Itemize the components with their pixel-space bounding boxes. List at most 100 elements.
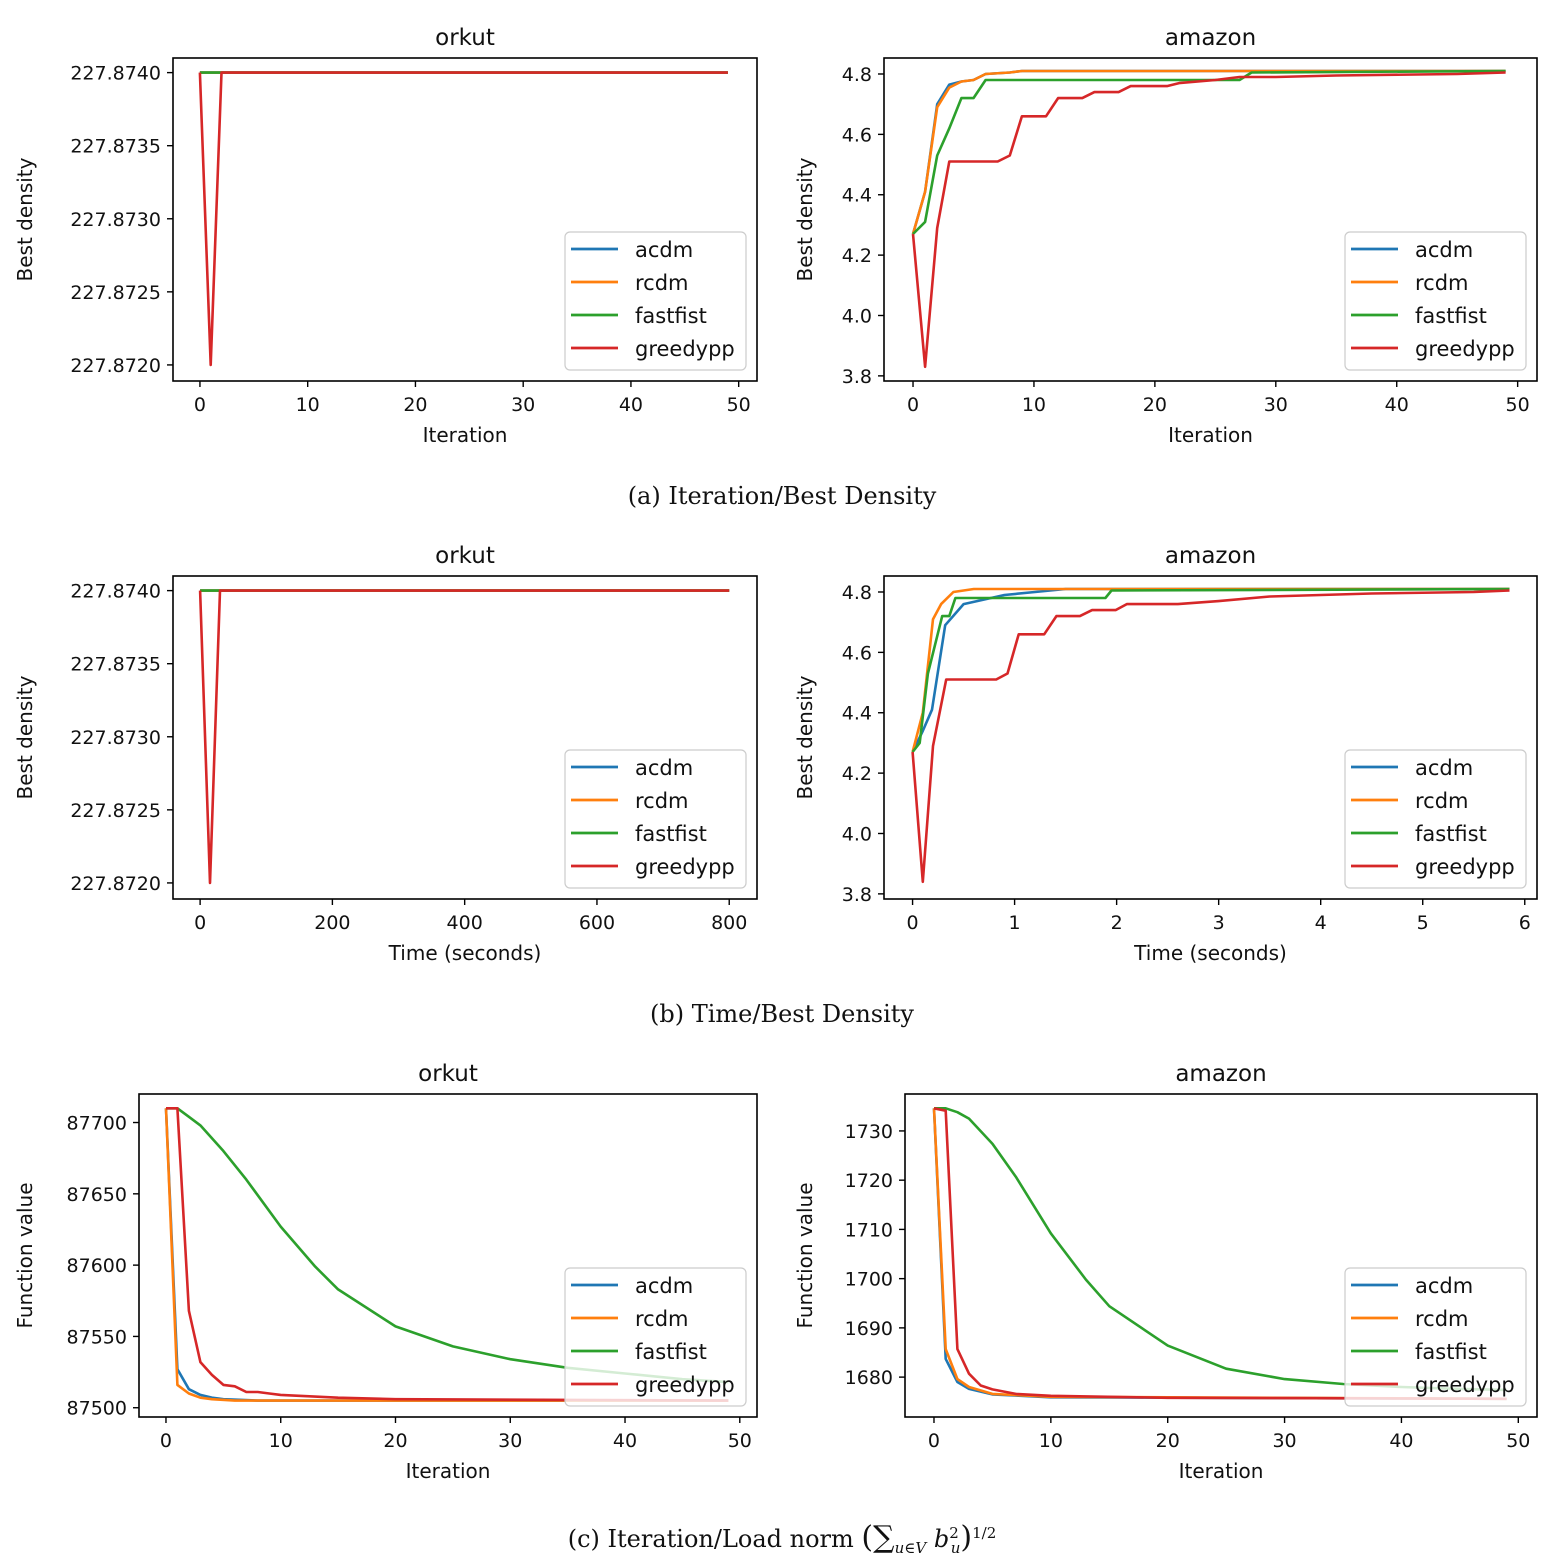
- y-tick-label: 87500: [67, 1398, 127, 1420]
- x-tick-label: 30: [498, 1430, 522, 1452]
- x-tick-label: 1: [1009, 912, 1021, 934]
- series-line-acdm: [911, 69, 1506, 235]
- series-line-greedypp: [198, 71, 728, 367]
- x-tick-label: 50: [1506, 394, 1530, 416]
- y-tick-label: 1710: [845, 1219, 893, 1241]
- legend-frame: [564, 1267, 747, 1407]
- legend-label-rcdm: rcdm: [635, 271, 689, 295]
- legend-label-acdm: acdm: [635, 238, 693, 262]
- x-tick-label: 10: [1022, 394, 1046, 416]
- caption-c-var-sub: u: [950, 1538, 961, 1557]
- legend-label-acdm: acdm: [635, 1274, 693, 1298]
- x-tick-label: 40: [619, 394, 643, 416]
- legend-label-rcdm: rcdm: [635, 1307, 689, 1331]
- legend-label-fastfist: fastfist: [635, 822, 707, 846]
- y-tick-label: 227.8730: [70, 209, 161, 231]
- x-tick-label: 2: [1111, 912, 1123, 934]
- y-tick-label: 3.8: [842, 884, 872, 906]
- subplot-amazon: 0 10 20 30 40 50 1680 1690 1700 1710 1720 1730 amazo…: [793, 1061, 1538, 1483]
- x-tick-label: 0: [194, 394, 206, 416]
- legend: acdm rcdm fastfist greedypp: [564, 749, 747, 889]
- legend-frame: [1344, 231, 1527, 371]
- series-line-rcdm: [911, 69, 1506, 235]
- x-tick-label: 30: [511, 394, 535, 416]
- y-tick-label: 87650: [67, 1184, 127, 1206]
- subplot-title: amazon: [1165, 25, 1256, 51]
- x-tick-label: 10: [296, 394, 320, 416]
- x-tick-label: 30: [1264, 394, 1288, 416]
- y-tick-label: 4.4: [842, 185, 872, 207]
- y-tick-label: 4.0: [842, 305, 872, 327]
- x-axis-label: Iteration: [1179, 1459, 1264, 1483]
- x-tick-label: 20: [383, 1430, 407, 1452]
- caption-b: (b) Time/Best Density: [650, 1000, 914, 1028]
- legend: acdm rcdm fastfist greedypp: [1344, 231, 1527, 371]
- y-tick-label: 4.2: [842, 763, 872, 785]
- axes-frame: [138, 1093, 758, 1418]
- legend-frame: [564, 231, 747, 371]
- y-axis-label: Best density: [793, 675, 817, 799]
- x-tick-label: 40: [1389, 1430, 1413, 1452]
- y-tick-label: 1700: [845, 1269, 893, 1291]
- legend-label-greedypp: greedypp: [1415, 855, 1515, 879]
- caption-c-exponent: 1/2: [972, 1524, 997, 1542]
- y-tick-label: 4.4: [842, 703, 872, 725]
- legend: acdm rcdm fastfist greedypp: [1344, 749, 1527, 889]
- x-tick-label: 10: [269, 1430, 293, 1452]
- x-axis-label: Iteration: [423, 423, 508, 447]
- x-tick-label: 0: [194, 912, 206, 934]
- y-tick-label: 1690: [845, 1318, 893, 1340]
- subplot-orkut: 0 10 20 30 40 50 87500 87550 87600 87650 87700 orku…: [13, 1061, 758, 1483]
- subplot-title: orkut: [418, 1061, 478, 1087]
- axes-frame: [883, 575, 1538, 900]
- y-tick-label: 4.8: [842, 64, 872, 86]
- legend-frame: [1344, 1267, 1527, 1407]
- legend-label-greedypp: greedypp: [1415, 337, 1515, 361]
- y-tick-label: 227.8735: [70, 136, 161, 158]
- x-tick-label: 40: [1385, 394, 1409, 416]
- series-line-greedypp: [198, 589, 730, 885]
- x-tick-label: 50: [1506, 1430, 1530, 1452]
- x-tick-label: 6: [1519, 912, 1531, 934]
- caption-c: (c) Iteration/Load norm (∑u∈V b2u)1/2: [0, 1520, 1564, 1557]
- x-axis-label: Time (seconds): [388, 941, 542, 965]
- x-tick-label: 50: [727, 394, 751, 416]
- legend-label-rcdm: rcdm: [1415, 271, 1469, 295]
- y-tick-label: 227.8720: [70, 355, 161, 377]
- legend-label-acdm: acdm: [1415, 756, 1473, 780]
- subplot-amazon: 0 10 20 30 40 50 3.8 4.0 4.2 4.4 4.6 4.8 amazon Itera…: [793, 25, 1538, 447]
- subplot-orkut: 0 200 400 600 800 227.8720 227.8725 227.8730 227…: [13, 543, 758, 965]
- y-tick-label: 87600: [67, 1255, 127, 1277]
- caption-c-close-paren: ): [960, 1520, 973, 1555]
- series-line-rcdm: [164, 1108, 729, 1402]
- series-line-greedypp: [911, 589, 1510, 884]
- x-tick-label: 0: [160, 1430, 172, 1452]
- x-tick-label: 4: [1315, 912, 1327, 934]
- y-tick-label: 227.8725: [70, 800, 161, 822]
- y-tick-label: 87550: [67, 1326, 127, 1348]
- series-line-greedypp: [933, 1107, 1507, 1401]
- legend-label-greedypp: greedypp: [635, 855, 735, 879]
- legend-frame: [564, 749, 747, 889]
- y-axis-label: Best density: [13, 675, 37, 799]
- x-tick-label: 3: [1213, 912, 1225, 934]
- subplot-title: amazon: [1175, 1061, 1266, 1087]
- y-tick-label: 1680: [845, 1367, 893, 1389]
- axes-frame: [883, 57, 1538, 382]
- x-tick-label: 30: [1272, 1430, 1296, 1452]
- y-axis-label: Function value: [13, 1182, 37, 1328]
- legend: acdm rcdm fastfist greedypp: [1344, 1267, 1527, 1407]
- caption-c-sum-sub: u∈V: [894, 1538, 927, 1557]
- caption-a: (a) Iteration/Best Density: [627, 482, 937, 510]
- y-tick-label: 227.8740: [70, 63, 161, 85]
- caption-c-var-sup: 2: [949, 1524, 959, 1542]
- y-tick-label: 4.2: [842, 245, 872, 267]
- legend-label-rcdm: rcdm: [1415, 789, 1469, 813]
- subplot-orkut: 0 10 20 30 40 50 227.8720 227.8725 227.8730 227.8…: [13, 25, 758, 447]
- y-tick-label: 4.0: [842, 823, 872, 845]
- series-line-fastfist: [911, 587, 1510, 753]
- x-tick-label: 40: [613, 1430, 637, 1452]
- x-tick-label: 5: [1417, 912, 1429, 934]
- series-line-greedypp: [911, 71, 1506, 369]
